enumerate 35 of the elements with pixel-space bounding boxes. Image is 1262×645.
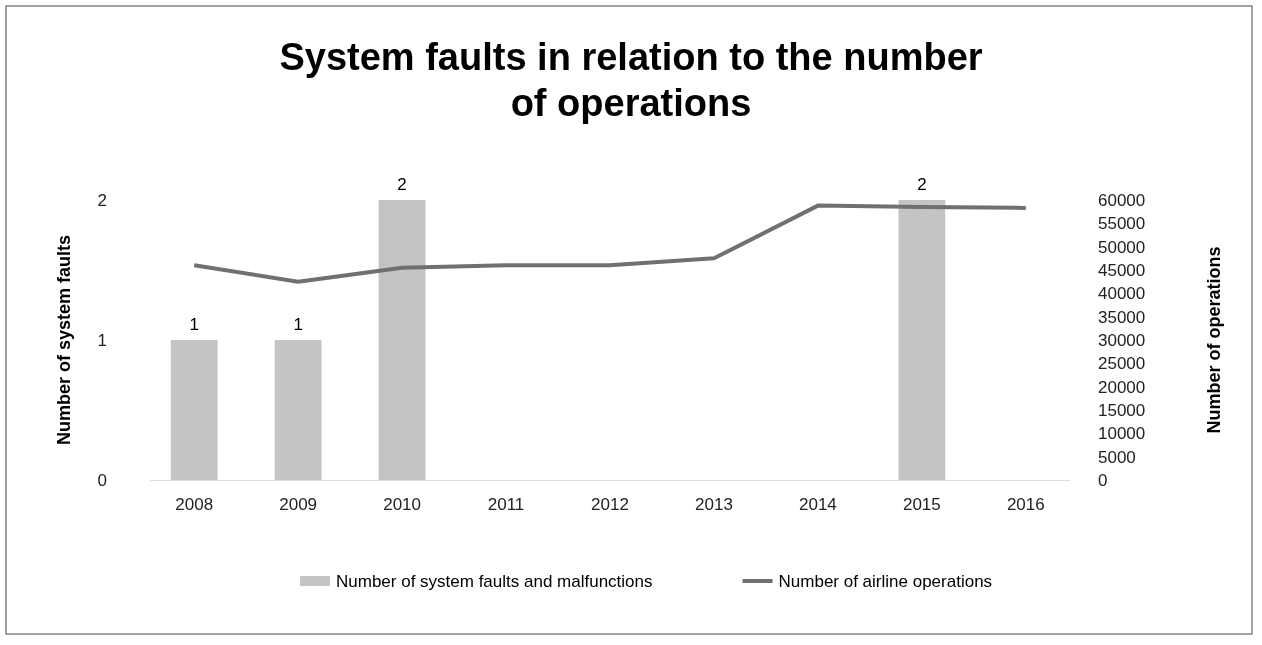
legend-label: Number of airline operations: [778, 572, 993, 591]
y2-tick-label: 20000: [1098, 377, 1146, 397]
x-tick-label: 2015: [902, 495, 941, 515]
y2-tick-label: 55000: [1098, 214, 1146, 234]
y2-tick-label: 30000: [1098, 330, 1146, 350]
y2-tick-label: 50000: [1098, 237, 1146, 257]
x-tick-label: 2011: [487, 495, 525, 515]
data-label: 2: [397, 175, 407, 194]
chart-title: System faults in relation to the number of operations: [279, 36, 983, 124]
x-tick-label: 2010: [383, 495, 421, 515]
y-tick-label: 2: [97, 190, 107, 210]
data-label: 1: [189, 315, 199, 334]
y-tick-label: 1: [97, 330, 107, 350]
y2-tick-label: 0: [1098, 470, 1108, 490]
y2-tick-label: 45000: [1098, 260, 1146, 280]
y2-tick-label: 5000: [1098, 447, 1136, 467]
y2-tick-label: 10000: [1098, 424, 1146, 444]
x-tick-label: 2014: [799, 495, 837, 515]
y-axis-title: Number of system faults: [54, 234, 74, 446]
line-series: [192, 203, 1028, 284]
legend-label: Number of system faults and malfunctions: [336, 572, 653, 591]
x-tick-label: 2016: [1006, 495, 1045, 515]
data-label: 1: [293, 315, 303, 334]
y2-tick-label: 25000: [1098, 354, 1146, 374]
y-tick-label: 0: [97, 470, 107, 490]
y2-tick-label: 40000: [1098, 284, 1146, 304]
x-tick-label: 2012: [591, 495, 629, 515]
data-label: 2: [917, 175, 927, 194]
y2-tick-label: 35000: [1098, 307, 1146, 327]
y2-axis-title: Number of operations: [1204, 246, 1224, 434]
x-tick-label: 2008: [175, 495, 214, 515]
y2-tick-label: 60000: [1098, 190, 1146, 210]
y2-tick-label: 15000: [1098, 400, 1146, 420]
x-tick-label: 2009: [279, 495, 318, 515]
x-tick-label: 2013: [695, 495, 733, 515]
